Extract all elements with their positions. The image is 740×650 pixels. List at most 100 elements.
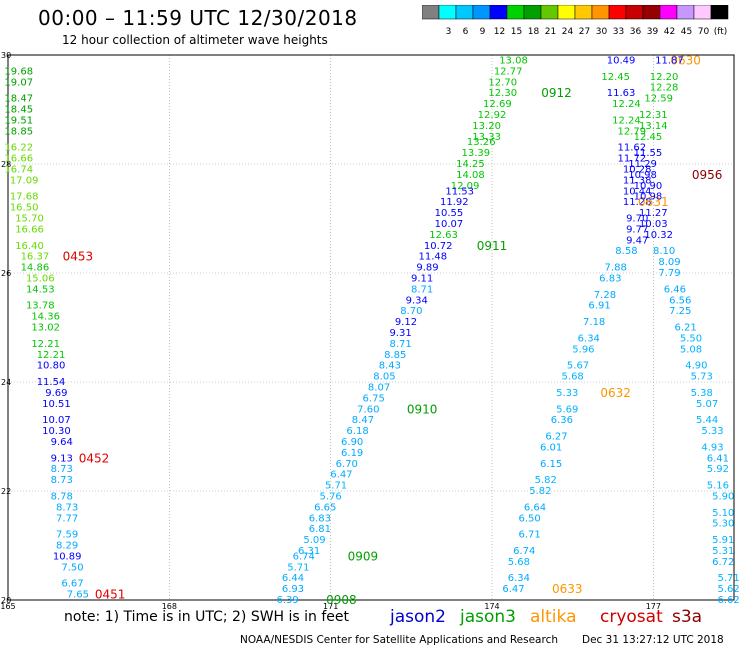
- pass-time-label: 0632: [600, 386, 631, 400]
- wave-height-point: 12.20: [650, 72, 679, 83]
- wave-height-point: 5.73: [691, 372, 713, 383]
- wave-height-point: 9.13: [51, 453, 73, 464]
- data-points: 19.6819.0718.4718.4519.5118.8516.2216.66…: [4, 53, 739, 607]
- wave-height-point: 5.68: [562, 372, 584, 383]
- wave-height-point: 5.08: [680, 344, 702, 355]
- colorbar-swatch: [710, 5, 729, 20]
- wave-height-point: 6.44: [282, 573, 304, 584]
- wave-height-point: 5.82: [529, 486, 551, 497]
- legend-cryosat: cryosat: [600, 607, 663, 627]
- wave-height-point: 6.62: [717, 595, 739, 606]
- wave-height-point: 14.36: [31, 312, 60, 323]
- wave-height-point: 10.49: [607, 55, 636, 66]
- wave-height-point: 9.34: [406, 295, 428, 306]
- wave-height-point: 12.09: [451, 181, 480, 192]
- colorbar-label: (ft): [714, 27, 728, 37]
- wave-height-point: 18.85: [4, 126, 33, 137]
- wave-height-point: 6.81: [309, 524, 331, 535]
- legend-s3a: s3a: [672, 607, 703, 627]
- wave-height-point: 12.24: [612, 115, 641, 126]
- wave-height-point: 6.41: [707, 453, 729, 464]
- wave-height-point: 13.08: [499, 55, 528, 66]
- wave-height-point: 8.73: [51, 464, 73, 475]
- wave-height-point: 10.03: [639, 219, 668, 230]
- colorbar-label: 12: [494, 27, 505, 37]
- wave-height-point: 12.63: [429, 230, 458, 241]
- axis-labels: 165 168 171 174 177 20 22 24 26 28 30: [0, 51, 661, 610]
- x-tick-label: 177: [646, 602, 661, 610]
- wave-height-point: 11.87: [655, 55, 684, 66]
- wave-height-point: 11.48: [419, 252, 448, 263]
- colorbar-label: 15: [511, 27, 522, 37]
- wave-height-point: 6.46: [664, 284, 686, 295]
- wave-height-point: 5.71: [287, 562, 309, 573]
- pass-time-label: 0912: [541, 86, 572, 100]
- wave-height-point: 11.27: [639, 208, 668, 219]
- wave-height-point: 5.31: [712, 546, 734, 557]
- wave-height-point: 11.54: [37, 377, 66, 388]
- colorbar-label: 6: [463, 27, 469, 37]
- wave-height-point: 6.50: [519, 513, 541, 524]
- footer-date: Dec 31 13:27:12 UTC 2018: [582, 634, 724, 646]
- wave-height-point: 5.62: [717, 584, 739, 595]
- wave-height-point: 10.32: [644, 230, 673, 241]
- wave-height-point: 7.65: [67, 590, 89, 601]
- wave-height-point: 5.96: [572, 344, 594, 355]
- wave-height-point: 13.78: [26, 301, 55, 312]
- pass-time-label: 0956: [692, 168, 723, 182]
- colorbar-label: 33: [613, 27, 624, 37]
- pass-time-label: 0633: [552, 582, 583, 596]
- wave-height-point: 10.98: [628, 170, 657, 181]
- wave-height-point: 11.55: [634, 148, 663, 159]
- y-tick-label: 22: [1, 487, 11, 496]
- wave-height-point: 8.43: [379, 361, 401, 372]
- wave-height-point: 6.64: [524, 502, 546, 513]
- wave-height-point: 8.71: [389, 339, 411, 350]
- wave-height-point: 6.01: [540, 442, 562, 453]
- wave-height-point: 5.33: [556, 388, 578, 399]
- wave-height-point: 12.69: [483, 99, 512, 110]
- pass-time-label: 0631: [638, 195, 669, 209]
- wave-height-point: 4.90: [685, 361, 707, 372]
- x-tick-label: 168: [162, 602, 177, 610]
- wave-height-point: 6.72: [712, 557, 734, 568]
- wave-height-point: 14.08: [456, 170, 485, 181]
- wave-height-point: 9.77: [626, 224, 648, 235]
- wave-height-point: 8.07: [368, 382, 390, 393]
- wave-height-point: 6.47: [502, 584, 524, 595]
- wave-height-point: 13.33: [472, 132, 501, 143]
- wave-height-point: 12.21: [31, 339, 60, 350]
- grid-lines: [8, 55, 734, 600]
- wave-height-point: 13.14: [639, 121, 668, 132]
- wave-height-point: 16.74: [4, 164, 33, 175]
- wave-height-point: 6.83: [599, 273, 621, 284]
- wave-height-point: 9.69: [45, 388, 67, 399]
- wave-height-point: 10.07: [435, 219, 464, 230]
- wave-height-point: 11.28: [623, 197, 652, 208]
- colorbar-label: 21: [545, 27, 556, 37]
- wave-height-point: 6.31: [298, 546, 320, 557]
- wave-height-point: 14.53: [26, 284, 55, 295]
- wave-height-point: 7.25: [669, 306, 691, 317]
- pass-time-label: 0452: [79, 451, 110, 465]
- wave-height-point: 8.70: [400, 306, 422, 317]
- colorbar-legend: 3 6 9 12 15 18 21 24 27 30 33 36 39 42 45 70 (ft): [422, 5, 729, 37]
- wave-height-point: 6.39: [277, 595, 299, 606]
- wave-height-point: 5.33: [701, 426, 723, 437]
- wave-height-point: 10.98: [634, 192, 663, 203]
- wave-height-point: 12.31: [639, 110, 668, 121]
- wave-height-point: 10.07: [42, 415, 71, 426]
- wave-height-point: 6.90: [341, 437, 363, 448]
- wave-height-point: 6.34: [508, 573, 530, 584]
- pass-time-label: 0451: [95, 588, 126, 602]
- page-subtitle: 12 hour collection of altimeter wave hei…: [62, 33, 328, 47]
- wave-height-point: 14.25: [456, 159, 485, 170]
- wave-height-point: 6.71: [519, 530, 541, 541]
- wave-height-point: 9.11: [411, 273, 433, 284]
- colorbar-label: 18: [528, 27, 540, 37]
- wave-height-point: 11.72: [618, 154, 647, 165]
- wave-height-point: 8.73: [56, 502, 78, 513]
- x-tick-label: 165: [0, 602, 15, 610]
- wave-height-point: 7.79: [658, 268, 680, 279]
- wave-height-point: 12.92: [478, 110, 507, 121]
